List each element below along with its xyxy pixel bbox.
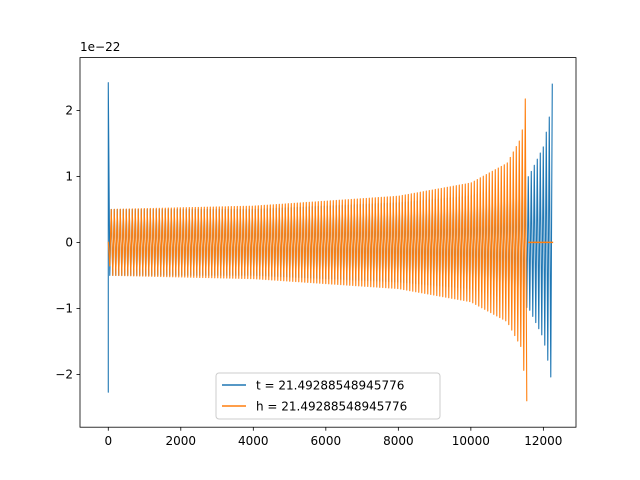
y-offset-text: 1e−22 <box>80 40 120 54</box>
x-tick-label: 10000 <box>452 434 490 448</box>
x-axis: 0 2000 4000 6000 8000 10000 12000 <box>104 427 562 448</box>
x-tick-label: 4000 <box>238 434 269 448</box>
x-tick-label: 6000 <box>311 434 342 448</box>
y-tick-label: 1 <box>65 170 73 184</box>
legend-label-h: h = 21.49288548945776 <box>256 400 407 414</box>
y-tick-label: 0 <box>65 236 73 250</box>
legend-frame <box>215 372 441 420</box>
legend: t = 21.49288548945776 h = 21.49288548945… <box>215 372 441 420</box>
y-tick-label: 2 <box>65 104 73 118</box>
series-h-line <box>107 98 528 402</box>
x-tick-label: 2000 <box>166 434 197 448</box>
series-layer <box>107 82 554 402</box>
y-tick-label: −1 <box>55 302 73 316</box>
y-axis: −2 −1 0 1 2 <box>55 104 80 382</box>
x-tick-label: 12000 <box>524 434 562 448</box>
x-tick-label: 0 <box>104 434 112 448</box>
x-tick-label: 8000 <box>383 434 414 448</box>
y-tick-label: −2 <box>55 368 73 382</box>
legend-label-t: t = 21.49288548945776 <box>256 379 404 393</box>
